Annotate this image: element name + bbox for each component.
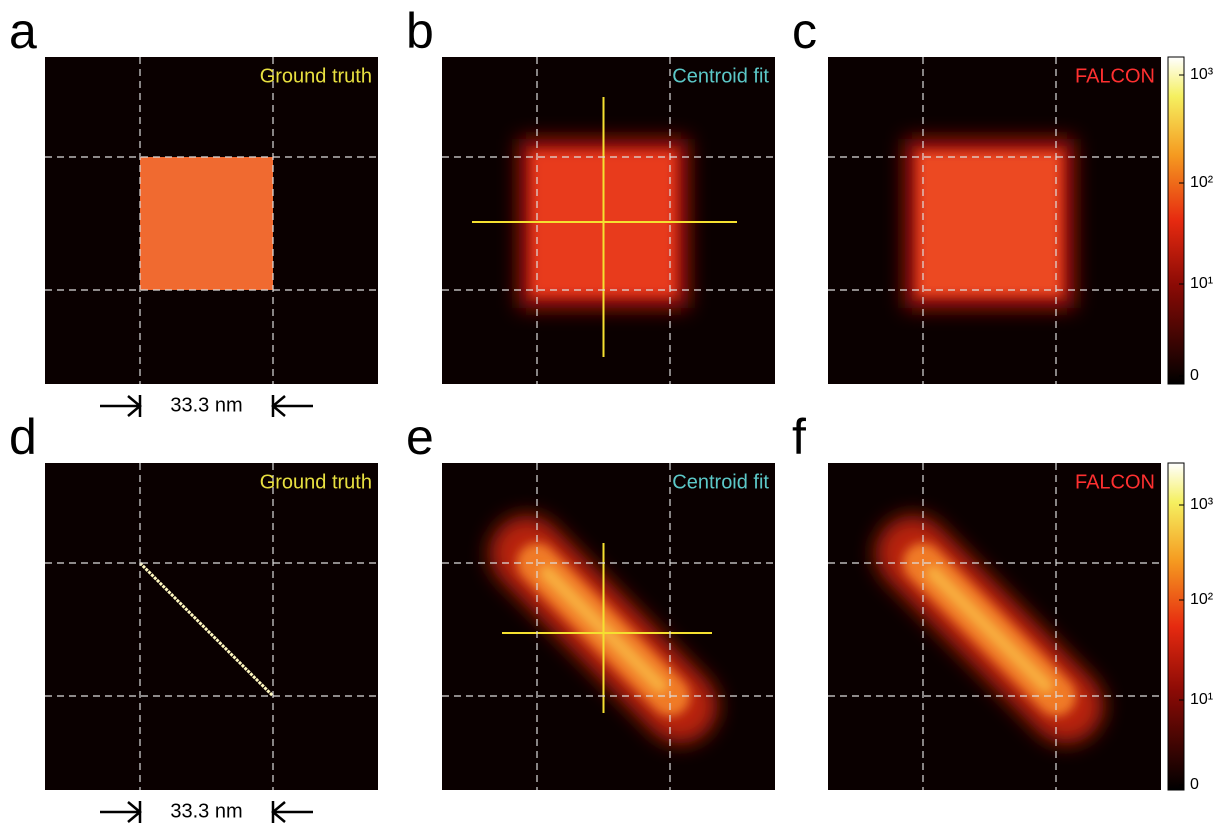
panel-letter: b — [406, 3, 434, 59]
colorbar-tick-label: 10¹ — [1190, 275, 1213, 292]
colorbar-tick-label: 10² — [1190, 591, 1214, 608]
image-content — [140, 157, 273, 290]
arrow-right — [271, 801, 313, 823]
scale-label: 33.3 nm — [170, 800, 242, 822]
image-content — [905, 139, 1074, 308]
image-content — [875, 515, 1104, 744]
colorbar-tick-label: 0 — [1190, 776, 1199, 793]
image — [45, 463, 378, 790]
panel-letter: f — [792, 409, 806, 465]
panel-title: FALCON — [1075, 471, 1155, 493]
panel-title: Centroid fit — [672, 65, 769, 87]
band-core — [926, 566, 1053, 693]
colorbar — [1167, 56, 1185, 385]
colorbar-tick-label: 10² — [1190, 174, 1214, 191]
square — [140, 157, 273, 290]
panel-title: Centroid fit — [672, 471, 769, 493]
panel-letter: c — [792, 3, 817, 59]
colorbar-tick-label: 0 — [1190, 367, 1199, 384]
colorbar-tick-label: 10³ — [1190, 496, 1214, 513]
panel-title: Ground truth — [260, 471, 372, 493]
square — [918, 152, 1061, 295]
colorbar-tick-label: 10¹ — [1190, 691, 1213, 708]
panel-title: FALCON — [1075, 65, 1155, 87]
colorbar — [1167, 462, 1185, 791]
panel-title: Ground truth — [260, 65, 372, 87]
panel-letter: d — [9, 409, 37, 465]
image-content — [489, 515, 718, 744]
image-content — [138, 561, 275, 698]
arrow-left — [100, 801, 142, 823]
arrow-left — [100, 395, 142, 417]
panel-letter: e — [406, 409, 434, 465]
panel-letter: a — [9, 3, 37, 59]
image-content — [472, 97, 737, 357]
diagonal — [138, 561, 275, 698]
arrow-right — [271, 395, 313, 417]
scale-label: 33.3 nm — [170, 394, 242, 416]
colorbar-tick-label: 10³ — [1190, 66, 1214, 83]
